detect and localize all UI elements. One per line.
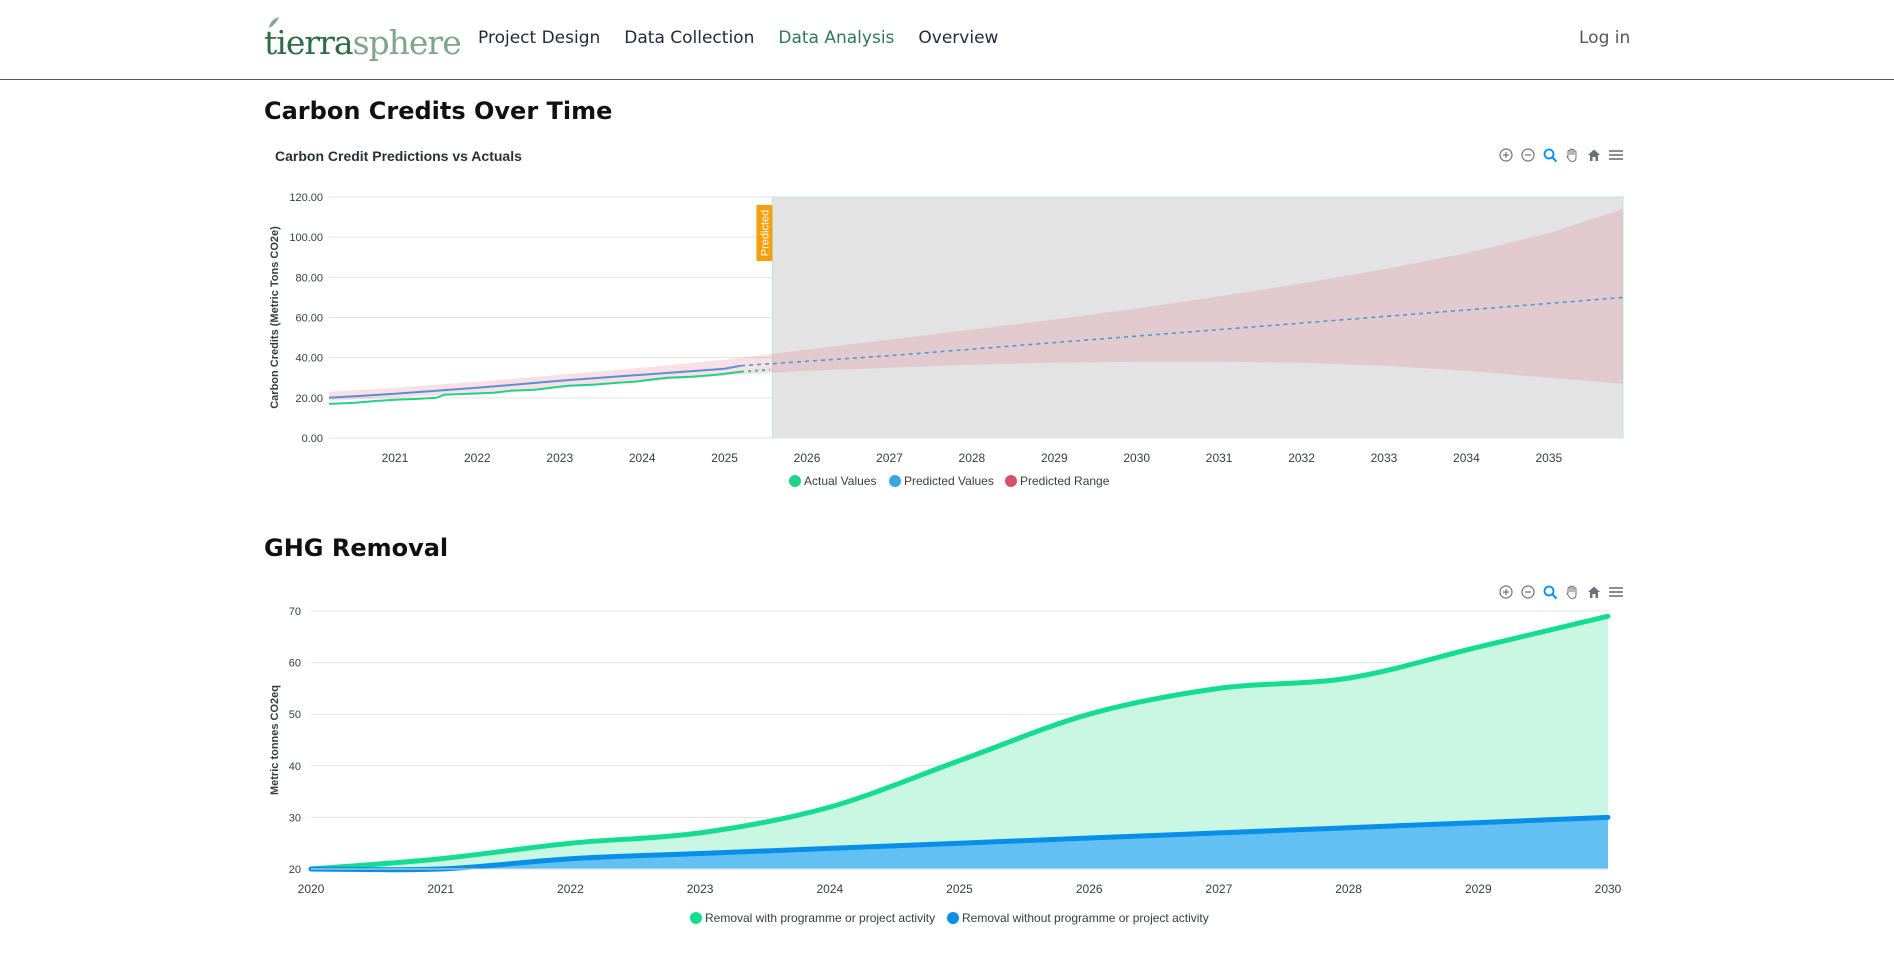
menu-icon[interactable] <box>1607 146 1625 164</box>
chart1-ytick-label: 60.00 <box>295 313 323 325</box>
chart1-legend-marker <box>789 475 801 487</box>
chart1-title: Carbon Credit Predictions vs Actuals <box>275 148 522 164</box>
chart1-range-band <box>329 209 1623 401</box>
chart1-ylabel: Carbon Credits (Metric Tons CO2e) <box>269 226 281 409</box>
zoom-select-icon[interactable] <box>1541 583 1559 601</box>
chart1-xtick-label: 2024 <box>629 451 656 465</box>
chart2-ytick-label: 30 <box>289 812 301 824</box>
chart1-predicted-region <box>771 196 1624 439</box>
zoom-in-icon[interactable] <box>1497 146 1515 164</box>
chart1-xtick-label: 2022 <box>464 451 491 465</box>
chart2-ytick-label: 40 <box>289 761 301 773</box>
pan-icon[interactable] <box>1563 146 1581 164</box>
chart2-ylabel: Metric tonnes CO2eq <box>269 685 281 795</box>
chart2-with-project-line <box>308 613 1611 872</box>
chart2-with-project-area <box>311 616 1608 869</box>
chart2-toolbar <box>1497 583 1625 601</box>
carbon-section-title: Carbon Credits Over Time <box>264 97 613 125</box>
ghg-section-title: GHG Removal <box>264 534 449 562</box>
pan-icon[interactable] <box>1563 583 1581 601</box>
chart2-legend-marker <box>947 912 959 924</box>
chart2-xtick-label: 2023 <box>687 882 714 896</box>
chart1-predicted-badge-label: Predicted <box>759 210 771 256</box>
chart1-ytick-label: 20.00 <box>295 393 323 405</box>
chart2-xtick-label: 2025 <box>946 882 973 896</box>
chart2-xtick-label: 2024 <box>816 882 843 896</box>
nav-data-analysis[interactable]: Data Analysis <box>778 28 895 48</box>
chart1-ytick-label: 80.00 <box>295 272 323 284</box>
chart2-xtick-label: 2022 <box>557 882 584 896</box>
chart1-xtick-label: 2032 <box>1288 451 1315 465</box>
zoom-in-icon[interactable] <box>1497 583 1515 601</box>
nav-overview[interactable]: Overview <box>918 28 999 48</box>
logo-text-sphere: sphere <box>352 23 462 62</box>
chart2-xtick-label: 2028 <box>1335 882 1362 896</box>
chart2-legend-label: Removal with programme or project activi… <box>705 911 935 925</box>
chart2-legend-marker <box>690 912 702 924</box>
chart1-xtick-label: 2030 <box>1123 451 1150 465</box>
chart2-xtick-label: 2029 <box>1465 882 1492 896</box>
chart2-ytick-label: 70 <box>289 606 301 618</box>
chart1-legend-marker <box>889 475 901 487</box>
chart1-legend-label: Predicted Range <box>1020 474 1110 488</box>
chart1-xtick-label: 2034 <box>1453 451 1480 465</box>
chart1-predicted-line <box>328 364 742 399</box>
nav-data-collection[interactable]: Data Collection <box>624 28 755 48</box>
chart1-xtick-label: 2033 <box>1371 451 1398 465</box>
chart1-xtick-label: 2027 <box>876 451 903 465</box>
nav-links: Project Design Data Collection Data Anal… <box>478 28 998 48</box>
chart2-xtick-label: 2020 <box>298 882 325 896</box>
chart1-xtick-label: 2031 <box>1206 451 1233 465</box>
chart2-xtick-label: 2021 <box>427 882 454 896</box>
chart1-predicted-badge <box>756 205 773 261</box>
chart2-ytick-label: 50 <box>289 709 301 721</box>
logo[interactable]: tierra sphere <box>264 17 462 62</box>
chart1-actual-dotted <box>741 368 770 373</box>
chart2-legend-label: Removal without programme or project act… <box>962 911 1209 925</box>
chart1-ytick-label: 40.00 <box>295 353 323 365</box>
chart1-ytick-label: 0.00 <box>302 433 323 445</box>
chart2-xtick-label: 2030 <box>1595 882 1622 896</box>
chart1-legend-label: Actual Values <box>804 474 877 488</box>
chart2-ytick-label: 60 <box>289 658 301 670</box>
chart1-ytick-label: 100.00 <box>289 232 323 244</box>
chart2-xtick-label: 2027 <box>1206 882 1233 896</box>
chart1-legend-marker <box>1005 475 1017 487</box>
chart1-xtick-label: 2023 <box>546 451 573 465</box>
home-icon[interactable] <box>1585 146 1603 164</box>
chart1-xtick-label: 2035 <box>1535 451 1562 465</box>
zoom-out-icon[interactable] <box>1519 146 1537 164</box>
chart1-xtick-label: 2029 <box>1041 451 1068 465</box>
chart1-xtick-label: 2026 <box>794 451 821 465</box>
chart1-ytick-label: 120.00 <box>289 192 323 204</box>
chart1-xtick-label: 2025 <box>711 451 738 465</box>
chart1-xtick-label: 2021 <box>382 451 409 465</box>
logo-text-tierra: tierra <box>264 23 354 62</box>
chart1-xtick-label: 2028 <box>959 451 986 465</box>
menu-icon[interactable] <box>1607 583 1625 601</box>
login-link[interactable]: Log in <box>1579 28 1631 48</box>
chart2-ytick-label: 20 <box>289 864 301 876</box>
leaf-icon <box>269 17 279 28</box>
zoom-select-icon[interactable] <box>1541 146 1559 164</box>
navbar: tierra sphere Project Design Data Collect… <box>0 0 1894 80</box>
chart1-actual-line <box>328 370 742 405</box>
chart2-xtick-label: 2026 <box>1076 882 1103 896</box>
chart1-legend-label: Predicted Values <box>904 474 994 488</box>
home-icon[interactable] <box>1585 583 1603 601</box>
nav-project-design[interactable]: Project Design <box>478 28 601 48</box>
zoom-out-icon[interactable] <box>1519 583 1537 601</box>
chart2-without-project-line <box>308 814 1611 873</box>
chart1-forecast-line <box>741 296 1624 367</box>
chart1: Carbon Credit Predictions vs Actuals 0.00… <box>269 148 1624 488</box>
chart1-toolbar <box>1497 146 1625 164</box>
